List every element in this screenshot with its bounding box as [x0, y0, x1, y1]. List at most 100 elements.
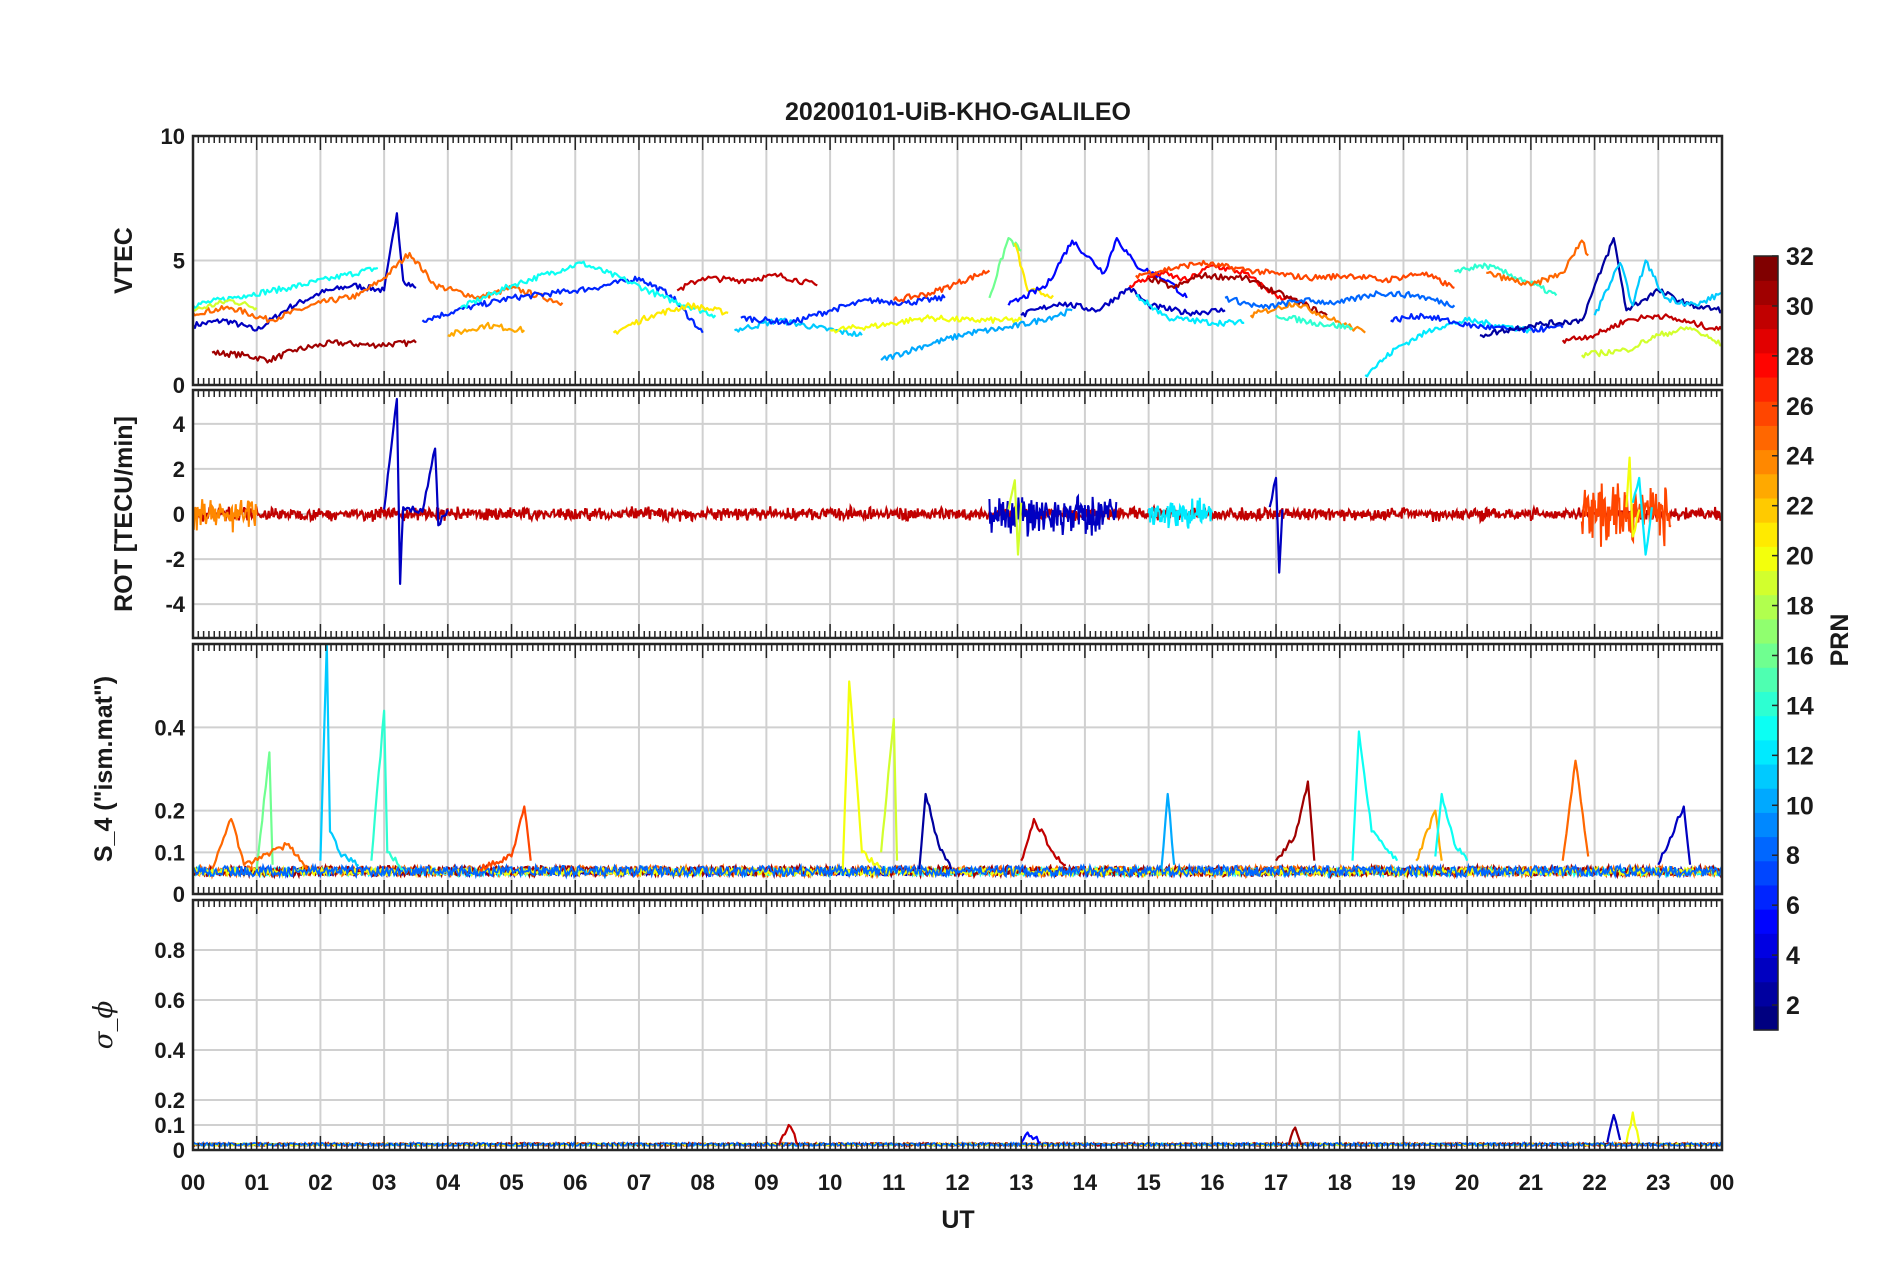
prn-13-series	[193, 266, 379, 309]
colorbar-segment	[1754, 763, 1778, 789]
prn-6-series	[1390, 312, 1564, 334]
y-tick-label: 0	[173, 882, 185, 907]
rot-noise-series	[1580, 483, 1672, 547]
y-tick-label: 10	[161, 124, 185, 149]
prn-20-series	[841, 680, 882, 870]
chart-title: 20200101-UiB-KHO-GALILEO	[785, 98, 1131, 126]
y-tick-label: 0.1	[154, 840, 185, 865]
x-tick-label: 17	[1264, 1170, 1288, 1195]
prn-3-series	[193, 212, 417, 332]
colorbar-tick-label: 28	[1786, 343, 1814, 371]
x-tick-label: 15	[1136, 1170, 1160, 1195]
x-tick-label: 21	[1519, 1170, 1543, 1195]
rot-noise-series	[1147, 497, 1213, 529]
prn-14-series	[1453, 262, 1558, 297]
x-tick-label: 13	[1009, 1170, 1033, 1195]
colorbar-tick-label: 24	[1786, 443, 1814, 471]
x-tick-label: 11	[882, 1170, 905, 1195]
prn-30-series	[778, 1123, 800, 1146]
baseline-series	[193, 862, 1722, 880]
x-tick-label: 09	[754, 1170, 778, 1195]
prn-13-series	[459, 260, 717, 319]
prn-3-series	[1268, 476, 1284, 574]
colorbar-segment	[1754, 497, 1778, 523]
colorbar-tick-label: 20	[1786, 543, 1814, 571]
x-tick-label: 23	[1646, 1170, 1670, 1195]
colorbar-tick-label: 8	[1786, 842, 1800, 870]
x-tick-label: 10	[818, 1170, 842, 1195]
y-tick-label: 0.2	[154, 1088, 185, 1113]
prn-8-series	[1224, 290, 1456, 310]
prn-21-series	[612, 302, 729, 335]
rot-panel: 4 2 0 -2 -4 ROT [TECU/min]	[110, 388, 1724, 640]
colorbar-segment	[1754, 933, 1778, 959]
x-tick-label: 00	[1710, 1170, 1734, 1195]
rot-noise-series	[193, 499, 258, 533]
colorbar-segment	[1754, 981, 1778, 1007]
prn-3-series	[1606, 1113, 1622, 1143]
prn-19-series	[193, 298, 258, 312]
s4-panel: 0 0.1 0.2 0.4 S_4 ("ism.mat")	[90, 642, 1724, 907]
prn-20-series	[829, 314, 1023, 334]
prn-25-series	[1486, 239, 1589, 287]
x-tick-label: 07	[627, 1170, 651, 1195]
y-tick-label: 4	[173, 412, 186, 437]
prn-11-series	[319, 644, 360, 867]
prn-26-series	[892, 269, 991, 303]
y-axis-label: S_4 ("ism.mat")	[90, 676, 118, 862]
x-axis-label: UT	[941, 1206, 974, 1234]
prn-19-series	[1007, 479, 1023, 556]
prn-14-series	[1275, 314, 1354, 331]
x-tick-label: 00	[181, 1170, 205, 1195]
y-tick-label: 0.1	[154, 1113, 185, 1138]
rot-noise-series	[988, 493, 1118, 537]
y-tick-label: 5	[173, 249, 185, 274]
prn-6-series	[421, 275, 704, 334]
x-tick-label: 01	[244, 1170, 268, 1195]
colorbar-segment	[1754, 909, 1778, 934]
y-tick-label: 0.4	[154, 1038, 185, 1063]
colorbar-segment	[1754, 352, 1778, 378]
prn-19-series	[1580, 326, 1722, 359]
x-tick-label: 18	[1328, 1170, 1352, 1195]
sigma-phi-panel: 00.10.2 0.4 0.6 0.8 σ_ϕ	[89, 898, 1724, 1163]
prn-31-series	[1275, 780, 1316, 862]
colorbar-segment	[1754, 304, 1778, 330]
prn-14-series	[370, 709, 404, 871]
prn-25-series	[1561, 759, 1590, 861]
colorbar-segment	[1754, 788, 1778, 813]
colorbar-label: PRN	[1826, 614, 1854, 667]
x-tick-label: 14	[1073, 1170, 1098, 1195]
prn-11-series	[734, 317, 863, 337]
y-tick-label: 0.8	[154, 938, 185, 963]
colorbar-tick-label: 18	[1786, 593, 1814, 621]
y-tick-label: 0	[173, 1138, 185, 1163]
prn-20-series	[1625, 456, 1641, 538]
prn-30-series	[1561, 313, 1722, 344]
x-tick-label: 19	[1391, 1170, 1415, 1195]
prn-19-series	[880, 717, 899, 861]
y-tick-label: 0.4	[154, 715, 185, 740]
y-tick-label: 0.2	[154, 799, 185, 824]
prn-23-series	[1415, 809, 1443, 862]
y-tick-label: 0	[173, 502, 185, 527]
colorbar-tick-label: 12	[1786, 742, 1814, 770]
x-tick-label: 12	[945, 1170, 969, 1195]
colorbar-segment	[1754, 425, 1778, 451]
y-axis-label: VTEC	[110, 227, 138, 294]
colorbar-segment	[1754, 715, 1778, 741]
colorbar-segment	[1754, 570, 1778, 596]
colorbar-tick-label: 2	[1786, 992, 1800, 1020]
series-group	[193, 212, 1722, 378]
x-tick-label: 04	[436, 1170, 461, 1195]
series-group	[193, 644, 1722, 880]
prn-16-series	[255, 751, 274, 870]
x-tick-label: 06	[563, 1170, 587, 1195]
prn-11-series	[1593, 259, 1722, 316]
prn-23-series	[447, 321, 526, 338]
prn-16-series	[988, 237, 1022, 299]
colorbar-segment	[1754, 836, 1778, 862]
prn-26-series	[1135, 259, 1455, 289]
